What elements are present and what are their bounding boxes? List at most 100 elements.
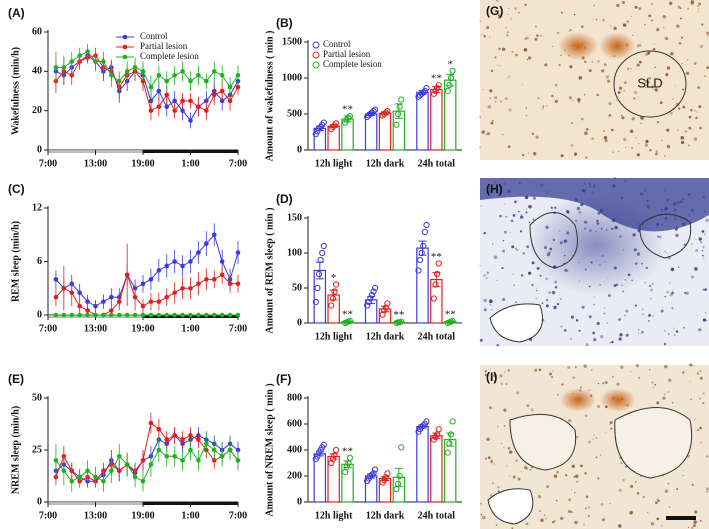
texture-dot <box>651 19 653 22</box>
point <box>69 290 75 296</box>
texture-dot <box>634 304 637 307</box>
texture-dot <box>489 406 492 410</box>
texture-dot <box>512 475 516 479</box>
texture-dot <box>480 205 482 207</box>
texture-dot <box>684 130 687 133</box>
texture-dot <box>639 60 642 64</box>
data-point <box>396 472 403 480</box>
panel-label: (D) <box>276 192 293 206</box>
point <box>156 88 162 94</box>
texture-dot <box>607 294 610 297</box>
texture-dot <box>680 140 685 145</box>
texture-dot <box>584 131 588 135</box>
texture-dot <box>574 492 576 494</box>
texture-dot <box>479 502 482 505</box>
data-point <box>446 82 453 89</box>
point <box>116 78 122 84</box>
y-tick-label: 0 <box>37 309 42 320</box>
point <box>227 98 233 104</box>
x-tick-label: 7:00 <box>39 510 57 521</box>
texture-dot <box>623 89 626 92</box>
texture-dot <box>608 114 612 117</box>
texture-dot <box>701 249 704 252</box>
texture-dot <box>508 75 511 78</box>
point <box>227 312 233 318</box>
texture-dot <box>704 233 706 235</box>
texture-dot <box>498 14 501 17</box>
data-point <box>449 418 456 425</box>
texture-dot <box>491 459 493 462</box>
texture-dot <box>560 54 562 56</box>
texture-dot <box>491 6 494 8</box>
point <box>172 312 177 318</box>
x-tick-label: 1:00 <box>181 158 199 169</box>
texture-dot <box>642 496 645 498</box>
texture-dot <box>494 100 497 103</box>
data-point <box>367 295 374 302</box>
texture-dot <box>524 37 527 40</box>
point <box>196 458 201 463</box>
texture-dot <box>508 450 513 454</box>
texture-dot <box>696 314 698 316</box>
point <box>180 285 185 291</box>
texture-dot <box>503 230 508 234</box>
data-point <box>444 449 451 456</box>
point <box>164 294 170 300</box>
texture-dot <box>691 243 693 245</box>
texture-dot <box>528 221 531 224</box>
texture-dot <box>695 116 698 120</box>
point <box>164 453 170 459</box>
significance: ** <box>445 308 456 320</box>
point <box>180 437 185 442</box>
series-line <box>55 54 239 122</box>
texture-dot <box>646 84 648 87</box>
texture-dot <box>540 34 542 37</box>
texture-dot <box>625 333 629 337</box>
texture-dot <box>693 524 696 527</box>
texture-dot <box>520 214 522 216</box>
texture-dot <box>591 61 594 63</box>
texture-dot <box>585 127 589 131</box>
data-point <box>372 284 379 292</box>
panel-label: (E) <box>8 372 24 386</box>
data-point <box>368 291 376 299</box>
texture-dot <box>639 44 642 47</box>
texture-dot <box>511 50 514 53</box>
texture-dot <box>484 370 487 373</box>
texture-dot <box>525 211 528 214</box>
texture-dot <box>518 11 520 14</box>
x-tick-label: 12h light <box>315 510 353 521</box>
texture-dot <box>519 215 524 219</box>
texture-dot <box>625 309 629 313</box>
texture-dot <box>698 8 700 10</box>
texture-dot <box>693 137 698 141</box>
texture-dot <box>571 464 575 468</box>
y-tick-label: 25 <box>32 444 42 455</box>
texture-dot <box>496 0 499 2</box>
texture-dot <box>592 18 594 21</box>
texture-dot <box>499 100 502 103</box>
texture-dot <box>690 0 695 4</box>
texture-dot <box>526 208 528 210</box>
micrograph-g: SLD (G) <box>479 0 709 160</box>
texture-dot <box>593 434 595 436</box>
data-point <box>447 74 455 82</box>
texture-dot <box>637 376 641 380</box>
texture-dot <box>661 139 663 142</box>
texture-dot <box>665 73 669 77</box>
texture-dot <box>666 37 669 40</box>
texture-dot <box>506 465 508 467</box>
texture-dot <box>585 495 589 499</box>
texture-dot <box>535 297 538 300</box>
point <box>204 241 209 246</box>
texture-dot <box>637 328 640 331</box>
texture-dot <box>676 24 680 28</box>
texture-dot <box>634 31 636 33</box>
texture-dot <box>479 265 481 267</box>
texture-dot <box>497 425 499 428</box>
texture-dot <box>673 334 676 337</box>
texture-dot <box>699 241 703 244</box>
texture-dot <box>596 321 600 326</box>
texture-dot <box>620 462 623 464</box>
y-tick-label: 20 <box>32 105 42 116</box>
